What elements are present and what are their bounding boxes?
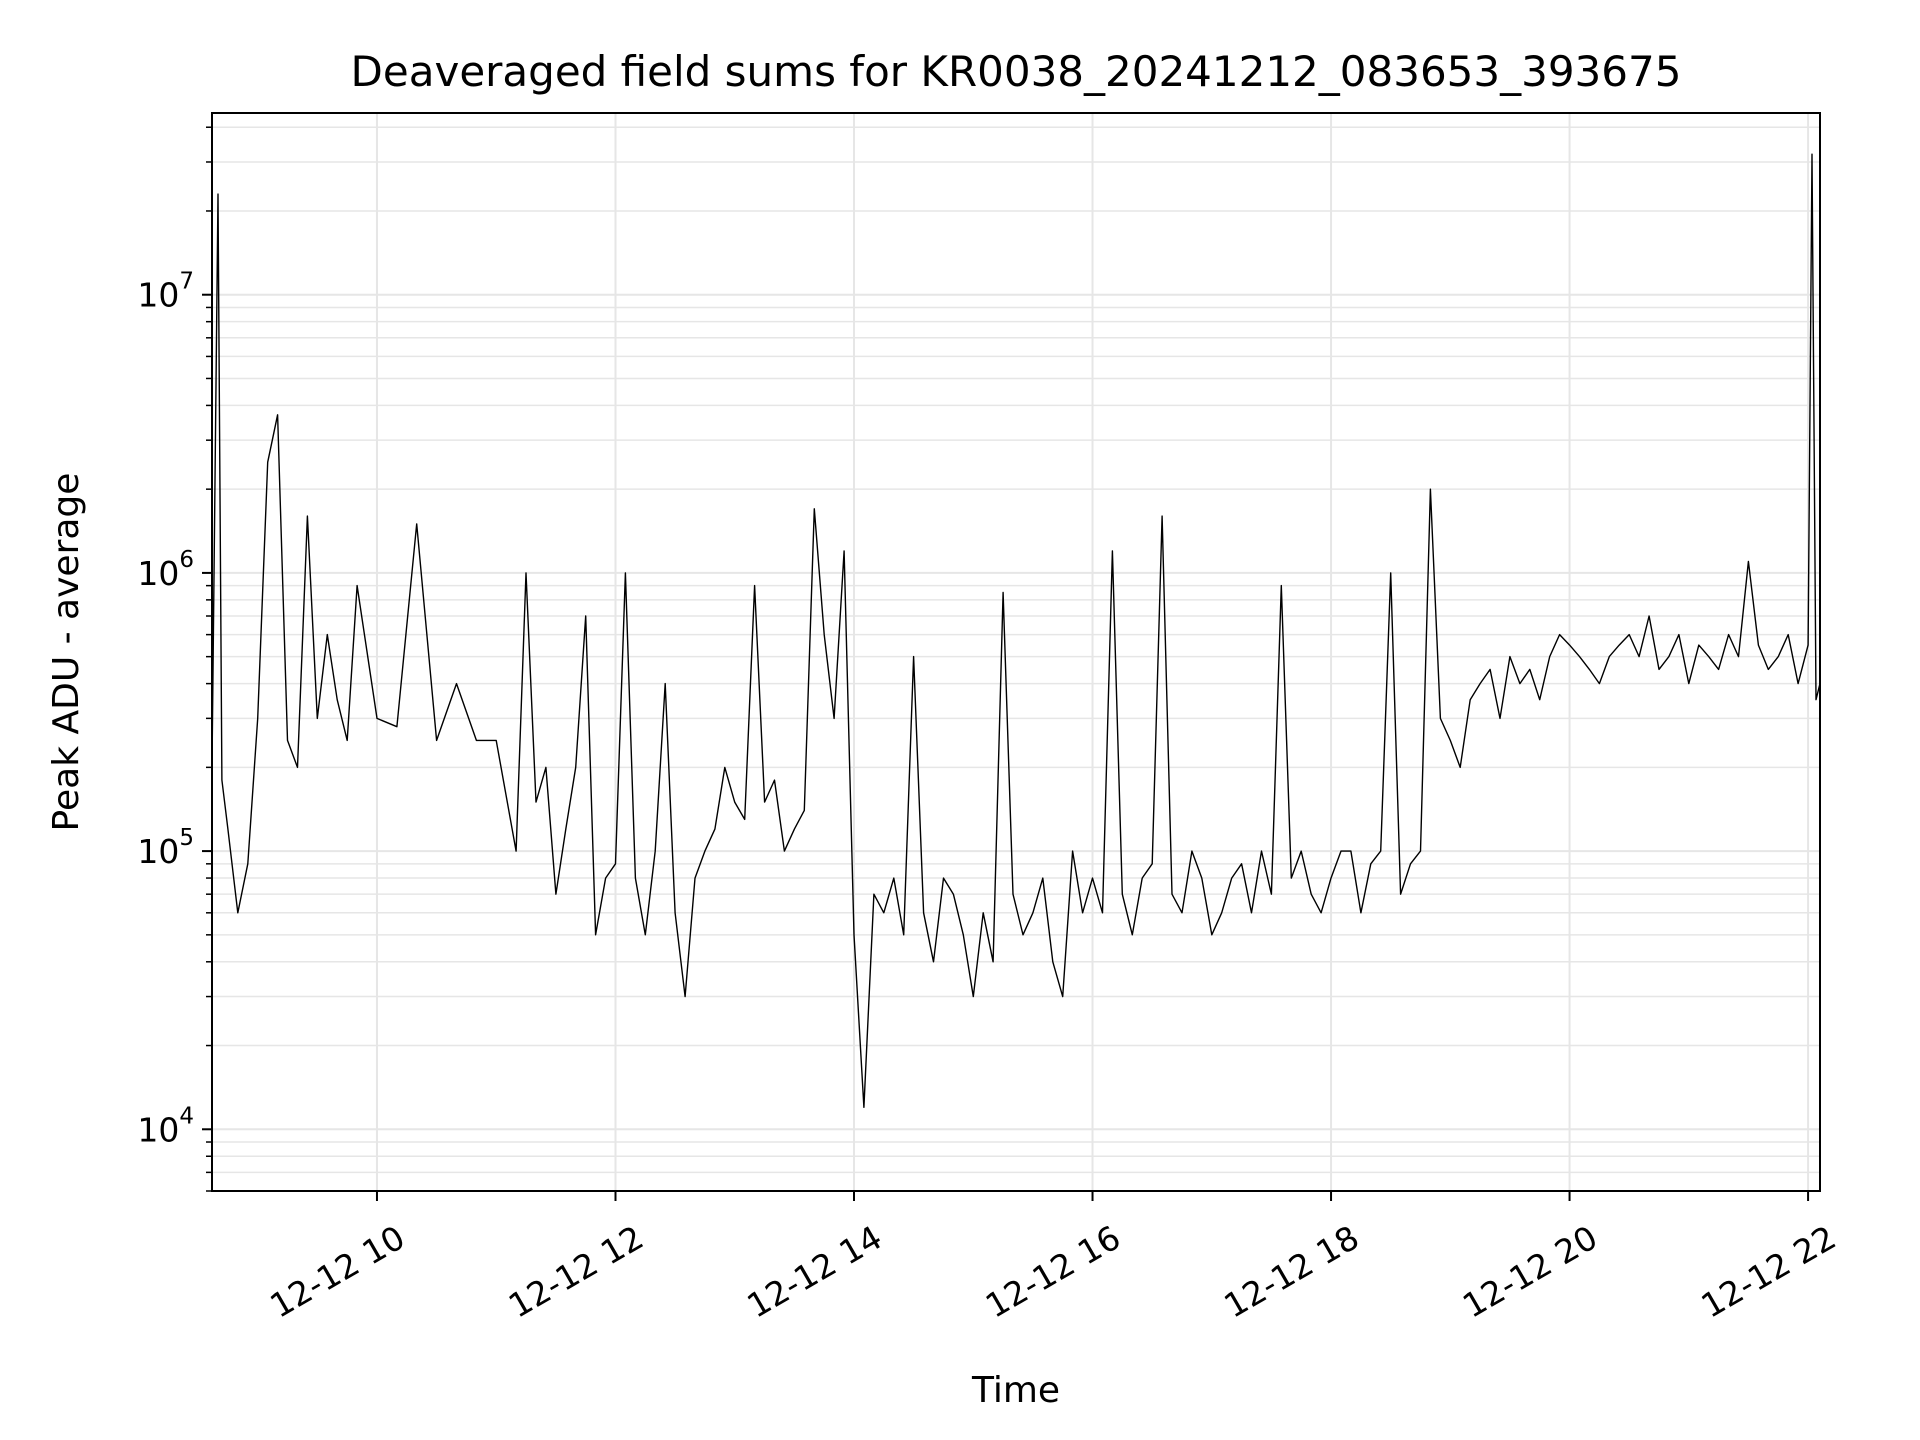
x-axis-label: Time (971, 1370, 1060, 1411)
series-line (211, 153, 1821, 1109)
y-tick-label: 106 (137, 547, 194, 593)
chart-title: Deaveraged field sums for KR0038_2024121… (351, 47, 1682, 96)
y-tick-label: 105 (137, 825, 194, 871)
y-tick-label: 104 (137, 1103, 194, 1149)
y-axis-label: Peak ADU - average (46, 473, 87, 832)
series-layer (211, 153, 1821, 1109)
y-tick-label: 107 (137, 269, 194, 315)
plot-frame (211, 112, 1821, 1192)
grid (212, 113, 1820, 1192)
